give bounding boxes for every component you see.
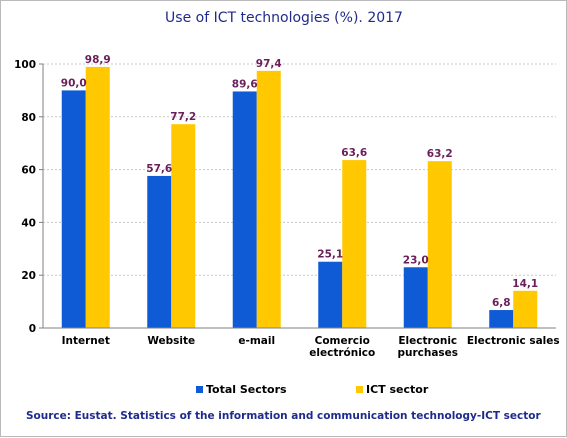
legend-swatch <box>196 386 203 393</box>
y-axis-ticks: 0 20 40 60 80 100 <box>14 59 36 335</box>
legend-label: Total Sectors <box>206 383 287 396</box>
gridlines <box>39 63 556 329</box>
category-label: Comercio <box>315 335 370 347</box>
data-label: 14,1 <box>512 278 538 290</box>
data-label: 57,6 <box>146 163 172 175</box>
data-label: 23,0 <box>403 254 429 266</box>
y-tick-label: 80 <box>21 112 36 124</box>
data-label: 63,6 <box>341 147 367 159</box>
category-label: e-mail <box>238 335 275 347</box>
bars <box>61 66 538 329</box>
data-label: 89,6 <box>232 78 258 90</box>
data-label: 90,0 <box>61 77 87 89</box>
bar-total-sectors <box>318 261 343 328</box>
bar-ict-sector <box>256 70 281 328</box>
y-tick-label: 40 <box>21 217 36 229</box>
category-label: purchases <box>397 347 458 359</box>
data-label: 6,8 <box>492 297 511 309</box>
bar-ict-sector <box>427 161 452 328</box>
y-tick-label: 0 <box>29 323 36 335</box>
bar-ict-sector <box>342 160 367 328</box>
y-tick-label: 20 <box>21 270 36 282</box>
source-note: Source: Eustat. Statistics of the inform… <box>26 410 542 422</box>
category-labels: Internet Website e-mail Comercioelectrónico… <box>62 335 560 359</box>
legend: Total Sectors ICT sector <box>196 383 429 396</box>
bar-total-sectors <box>232 91 257 329</box>
bar-ict-sector <box>513 290 538 328</box>
bar-total-sectors <box>61 90 86 329</box>
bar-total-sectors <box>403 267 428 328</box>
bar-total-sectors <box>489 310 514 328</box>
data-label: 77,2 <box>170 111 196 123</box>
data-label: 63,2 <box>427 148 453 160</box>
data-label: 98,9 <box>85 54 111 66</box>
y-tick-label: 60 <box>21 165 36 177</box>
data-label: 25,1 <box>317 249 343 261</box>
y-tick-label: 100 <box>14 59 36 71</box>
category-label: Electronic <box>398 335 457 347</box>
category-label: Website <box>147 335 195 347</box>
data-label: 97,4 <box>256 58 282 70</box>
legend-label: ICT sector <box>366 383 429 396</box>
bar-ict-sector <box>171 124 196 328</box>
category-label: Electronic sales <box>467 335 560 347</box>
chart-title: Use of ICT technologies (%). 2017 <box>165 10 403 26</box>
category-label: electrónico <box>309 347 375 359</box>
bar-total-sectors <box>147 175 172 328</box>
data-labels: 90,0 98,9 57,6 77,2 89,6 97,4 25,1 63,6 23,0 63,2… <box>61 54 538 309</box>
legend-swatch <box>356 386 363 393</box>
bar-ict-sector <box>85 66 110 329</box>
category-label: Internet <box>62 335 110 347</box>
